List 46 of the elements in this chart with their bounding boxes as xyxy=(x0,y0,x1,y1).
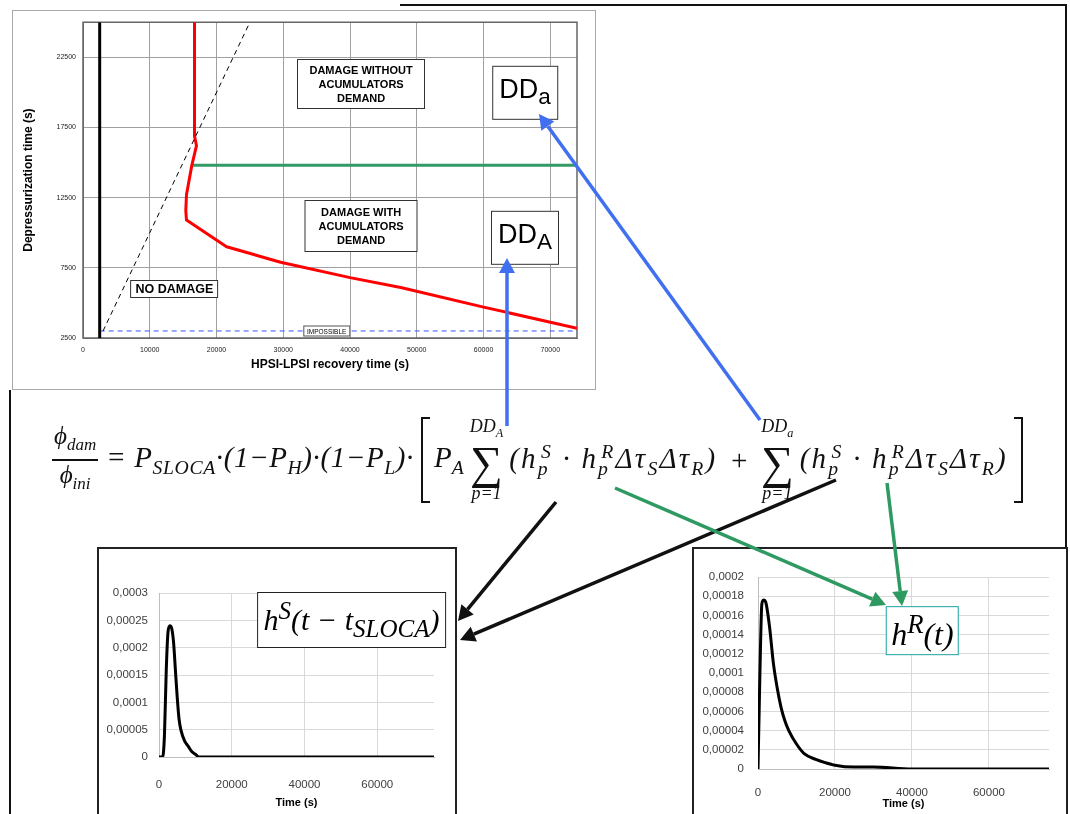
y-tick-label: 0,00014 xyxy=(702,627,745,640)
y-tick-label: 0 xyxy=(737,762,744,775)
text: ϕ$_{dam}$ xyxy=(53,422,98,457)
y-tick-label: 0,0003 xyxy=(112,586,148,599)
annotation: DD$_{a}$ xyxy=(492,65,558,120)
text: = P$_{SLOCA}$·(1−P$_{H}$)·(1−P$_{L}$)· xyxy=(106,441,414,478)
annotation: h$^{S}$(t − t$_{SLOCA}$) xyxy=(256,592,447,649)
x-axis-title: HPSI-LPSI recovery time (s) xyxy=(250,357,410,372)
x-tick-label: 60000 xyxy=(361,778,394,791)
y-tick-label: 0,0001 xyxy=(708,666,744,679)
text: (h$_{p}$$^{S}$ · h$_{p}$$^{R}$Δτ$_{S}$Δτ$_{R}$) xyxy=(509,439,718,480)
x-axis-title: Time (s) xyxy=(882,797,925,810)
y-tick-label: 0,0002 xyxy=(708,570,744,583)
y-tick-label: 0,00015 xyxy=(106,668,148,681)
x-tick-label: 60000 xyxy=(972,786,1005,799)
text: ϕ$_{ini}$ xyxy=(58,460,92,495)
text: P$_{A}$ xyxy=(433,441,464,478)
y-tick-label: 0,00016 xyxy=(702,608,744,621)
text: DD$_{a}$ xyxy=(761,415,794,440)
annotation: h$^{R}$(t) xyxy=(886,605,959,656)
annotation: DAMAGE WITH ACUMULATORS DEMAND xyxy=(304,199,418,252)
x-axis-title: Time (s) xyxy=(275,796,318,809)
y-tick-label: 0,0001 xyxy=(112,695,148,708)
annotation: NO DAMAGE xyxy=(130,280,219,299)
y-tick-label: 0,00002 xyxy=(702,742,744,755)
y-tick-label: 0,00005 xyxy=(106,722,148,735)
text: (h$_{p}$$^{S}$ · h$_{p}$$^{R}$Δτ$_{S}$Δτ$_{R}$) xyxy=(799,439,1008,480)
y-tick-label: 0,00018 xyxy=(702,589,744,602)
annotation: DAMAGE WITHOUT ACUMULATORS DEMAND xyxy=(297,58,426,109)
annotation: DD$_{A}$ xyxy=(491,210,560,265)
x-tick-label: 40000 xyxy=(288,778,321,791)
y-tick-label: 0 xyxy=(141,750,148,763)
y-tick-label: 0,00025 xyxy=(106,613,148,626)
x-tick-label: 0 xyxy=(155,778,163,791)
x-tick-label: 0 xyxy=(754,786,762,799)
x-tick-label: 20000 xyxy=(818,786,851,799)
x-tick-label: 40000 xyxy=(895,786,928,799)
y-axis-title: Depressurization time (s) xyxy=(20,108,35,252)
y-tick-label: 0,00008 xyxy=(702,685,744,698)
x-tick-label: 20000 xyxy=(215,778,248,791)
y-tick-label: 0,00012 xyxy=(702,646,744,659)
y-tick-label: 0,00004 xyxy=(702,723,745,736)
y-tick-label: 0,0002 xyxy=(112,640,148,653)
text: DD$_{A}$ xyxy=(469,415,504,440)
y-tick-label: 0,00006 xyxy=(702,704,744,717)
text: + xyxy=(729,443,749,476)
